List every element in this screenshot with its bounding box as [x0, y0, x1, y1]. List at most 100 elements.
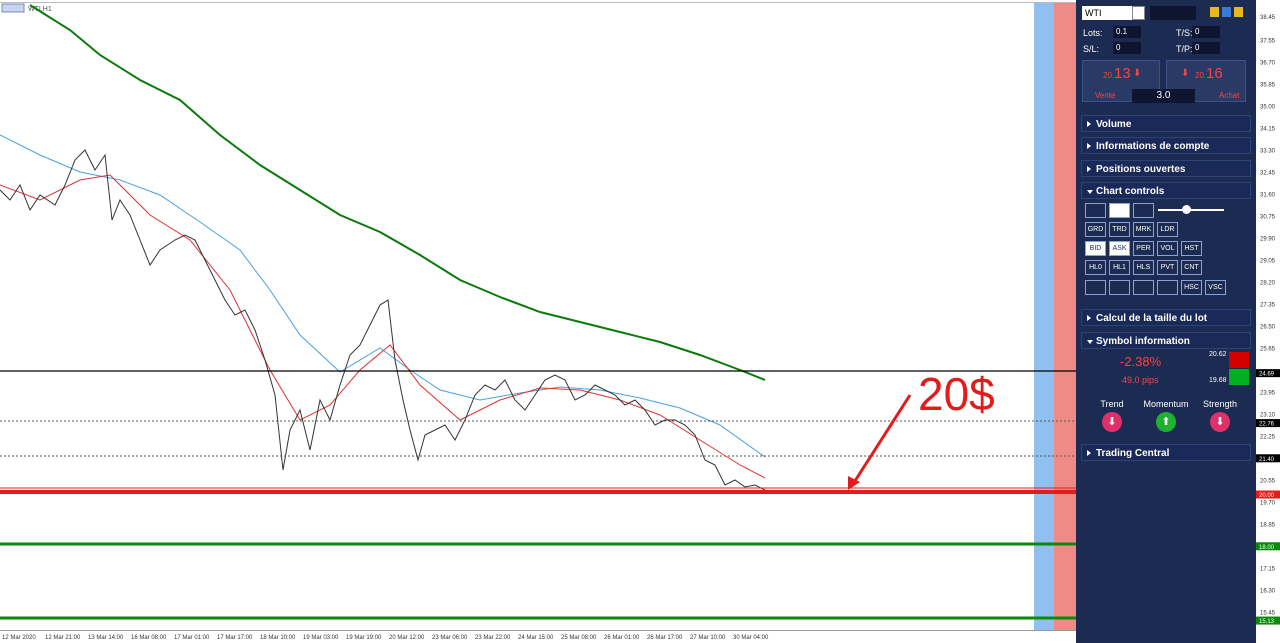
- pips: 49.0 pips: [1122, 375, 1159, 385]
- price-label: 27.35: [1260, 302, 1276, 308]
- label: T/P:: [1176, 44, 1193, 54]
- chart-button[interactable]: MRK: [1133, 222, 1154, 237]
- indicator-icon: ⬇: [1210, 412, 1230, 432]
- price-label: 23.10: [1260, 412, 1276, 418]
- chart-button[interactable]: PER: [1133, 241, 1154, 256]
- ts-input[interactable]: 0: [1192, 26, 1220, 38]
- chart-button[interactable]: HSC: [1181, 280, 1202, 295]
- section-header[interactable]: Positions ouvertes: [1081, 160, 1251, 177]
- blue-zone: [1034, 3, 1054, 630]
- level-label-bg: [1256, 454, 1280, 463]
- time-label: 16 Mar 08:00: [131, 635, 167, 641]
- section-header[interactable]: Volume: [1081, 115, 1251, 132]
- chart-button[interactable]: PVT: [1157, 260, 1178, 275]
- tp-input[interactable]: 0: [1192, 42, 1220, 54]
- section-header[interactable]: Chart controls: [1081, 182, 1251, 199]
- nav-button[interactable]: [1085, 280, 1106, 295]
- annotation-arrow: [851, 394, 912, 485]
- time-label: 30 Mar 04:00: [733, 635, 769, 641]
- chart-button[interactable]: BID: [1085, 241, 1106, 256]
- slider[interactable]: [1158, 209, 1224, 211]
- buy-price: 16: [1206, 65, 1223, 82]
- symbol-dropdown[interactable]: [1132, 6, 1145, 20]
- time-label: 23 Mar 22:00: [475, 635, 511, 641]
- time-label: 17 Mar 01:00: [174, 635, 210, 641]
- level-label: 24.69: [1259, 372, 1275, 378]
- indicator-icon: ⬆: [1156, 412, 1176, 432]
- chart-button[interactable]: HLS: [1133, 260, 1154, 275]
- price-label: 32.45: [1260, 170, 1276, 176]
- symbol-select[interactable]: WTI: [1082, 6, 1132, 20]
- icon[interactable]: [1234, 7, 1243, 17]
- chart-button[interactable]: GRD: [1085, 222, 1106, 237]
- high-box: [1229, 352, 1249, 368]
- nav-button[interactable]: [1133, 280, 1154, 295]
- level-label-bg: [1256, 490, 1280, 499]
- price-label: 35.85: [1260, 82, 1276, 88]
- chart-tool-button[interactable]: [1133, 203, 1154, 218]
- price-label: 17.15: [1260, 566, 1276, 572]
- time-label: 12 Mar 21:00: [45, 635, 81, 641]
- chart-button[interactable]: HL0: [1085, 260, 1106, 275]
- chart-button[interactable]: VOL: [1157, 241, 1178, 256]
- level-label: 22.76: [1259, 422, 1275, 428]
- chart-button[interactable]: CNT: [1181, 260, 1202, 275]
- chart-button[interactable]: VSC: [1205, 280, 1226, 295]
- chart-button[interactable]: HL1: [1109, 260, 1130, 275]
- indicator-label: Strength: [1202, 399, 1238, 409]
- sell-label: Vente: [1095, 91, 1116, 100]
- price-label: 20.55: [1260, 478, 1276, 484]
- time-label: 19 Mar 03:00: [303, 635, 339, 641]
- time-label: 19 Mar 19:00: [346, 635, 382, 641]
- chart-button[interactable]: TRD: [1109, 222, 1130, 237]
- icon[interactable]: [1210, 7, 1219, 17]
- price-label: 29.90: [1260, 236, 1276, 242]
- spread: 3.0: [1132, 89, 1195, 103]
- indicator-label: Momentum: [1143, 399, 1189, 409]
- sell-prefix: 20.: [1103, 71, 1115, 80]
- section-header[interactable]: Symbol information: [1081, 332, 1251, 349]
- time-label: 20 Mar 12:00: [389, 635, 425, 641]
- indicator-label: Trend: [1100, 399, 1124, 409]
- chart-tool-button[interactable]: [1085, 203, 1106, 218]
- section-header[interactable]: Calcul de la taille du lot: [1081, 309, 1251, 326]
- time-label: 12 Mar 2020: [2, 635, 36, 641]
- section-header[interactable]: Informations de compte: [1081, 137, 1251, 154]
- chart-title: WTI,H1: [28, 6, 52, 13]
- icon[interactable]: [1222, 7, 1231, 17]
- buy-arrow: ⬇: [1181, 68, 1190, 79]
- nav-button[interactable]: [1109, 280, 1130, 295]
- low-box: [1229, 369, 1249, 385]
- chart-button[interactable]: ASK: [1109, 241, 1130, 256]
- section-header[interactable]: Trading Central: [1081, 444, 1251, 461]
- level-label: 18.00: [1259, 545, 1275, 551]
- price-label: 18.85: [1260, 522, 1276, 528]
- level-label: 20.00: [1259, 493, 1275, 499]
- lots-input[interactable]: 0.1: [1113, 26, 1141, 38]
- window-icon: [1, 3, 25, 13]
- change: -2.38%: [1120, 354, 1162, 369]
- level-label-bg: [1256, 542, 1280, 551]
- price-label: 37.55: [1260, 38, 1276, 44]
- sl-input[interactable]: 0: [1113, 42, 1141, 54]
- chart-button[interactable]: HST: [1181, 241, 1202, 256]
- label: S/L:: [1083, 44, 1100, 54]
- price-label: 38.45: [1260, 15, 1276, 21]
- price-label: 23.95: [1260, 390, 1276, 396]
- slider-knob: [1182, 205, 1191, 214]
- annotation: 20$: [918, 368, 995, 420]
- time-label: 26 Mar 17:00: [647, 635, 683, 641]
- price-label: 25.65: [1260, 346, 1276, 352]
- chart-tool-button[interactable]: [1109, 203, 1130, 218]
- level-label: 21.40: [1259, 457, 1275, 463]
- nav-button[interactable]: [1157, 280, 1178, 295]
- time-label: 27 Mar 10:00: [690, 635, 726, 641]
- label: Lots:: [1083, 28, 1103, 38]
- chart-button[interactable]: LDR: [1157, 222, 1178, 237]
- price-label: 28.20: [1260, 280, 1276, 286]
- sell-arrow: ⬇: [1133, 68, 1142, 79]
- sell-price: 13: [1114, 65, 1131, 82]
- ma-mid: [0, 134, 766, 458]
- label: T/S:: [1176, 28, 1193, 38]
